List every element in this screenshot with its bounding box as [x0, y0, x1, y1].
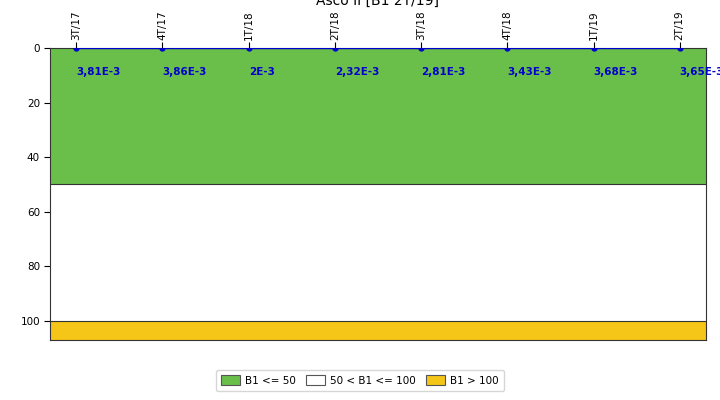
Text: 2,32E-3: 2,32E-3: [335, 67, 379, 77]
Legend: B1 <= 50, 50 < B1 <= 100, B1 > 100: B1 <= 50, 50 < B1 <= 100, B1 > 100: [216, 370, 504, 391]
Bar: [50, 48, 706, 184]
Text: 3,65E-3: 3,65E-3: [680, 67, 720, 77]
Bar: [50, 321, 706, 340]
Text: 3,81E-3: 3,81E-3: [76, 67, 121, 77]
Text: 3,86E-3: 3,86E-3: [163, 67, 207, 77]
Title: Ascó II [B1 2T/19]: Ascó II [B1 2T/19]: [317, 0, 439, 8]
Bar: [50, 184, 706, 321]
Text: 3,43E-3: 3,43E-3: [508, 67, 552, 77]
Text: 2E-3: 2E-3: [248, 67, 274, 77]
Text: 3,68E-3: 3,68E-3: [593, 67, 638, 77]
Text: 2,81E-3: 2,81E-3: [421, 67, 466, 77]
